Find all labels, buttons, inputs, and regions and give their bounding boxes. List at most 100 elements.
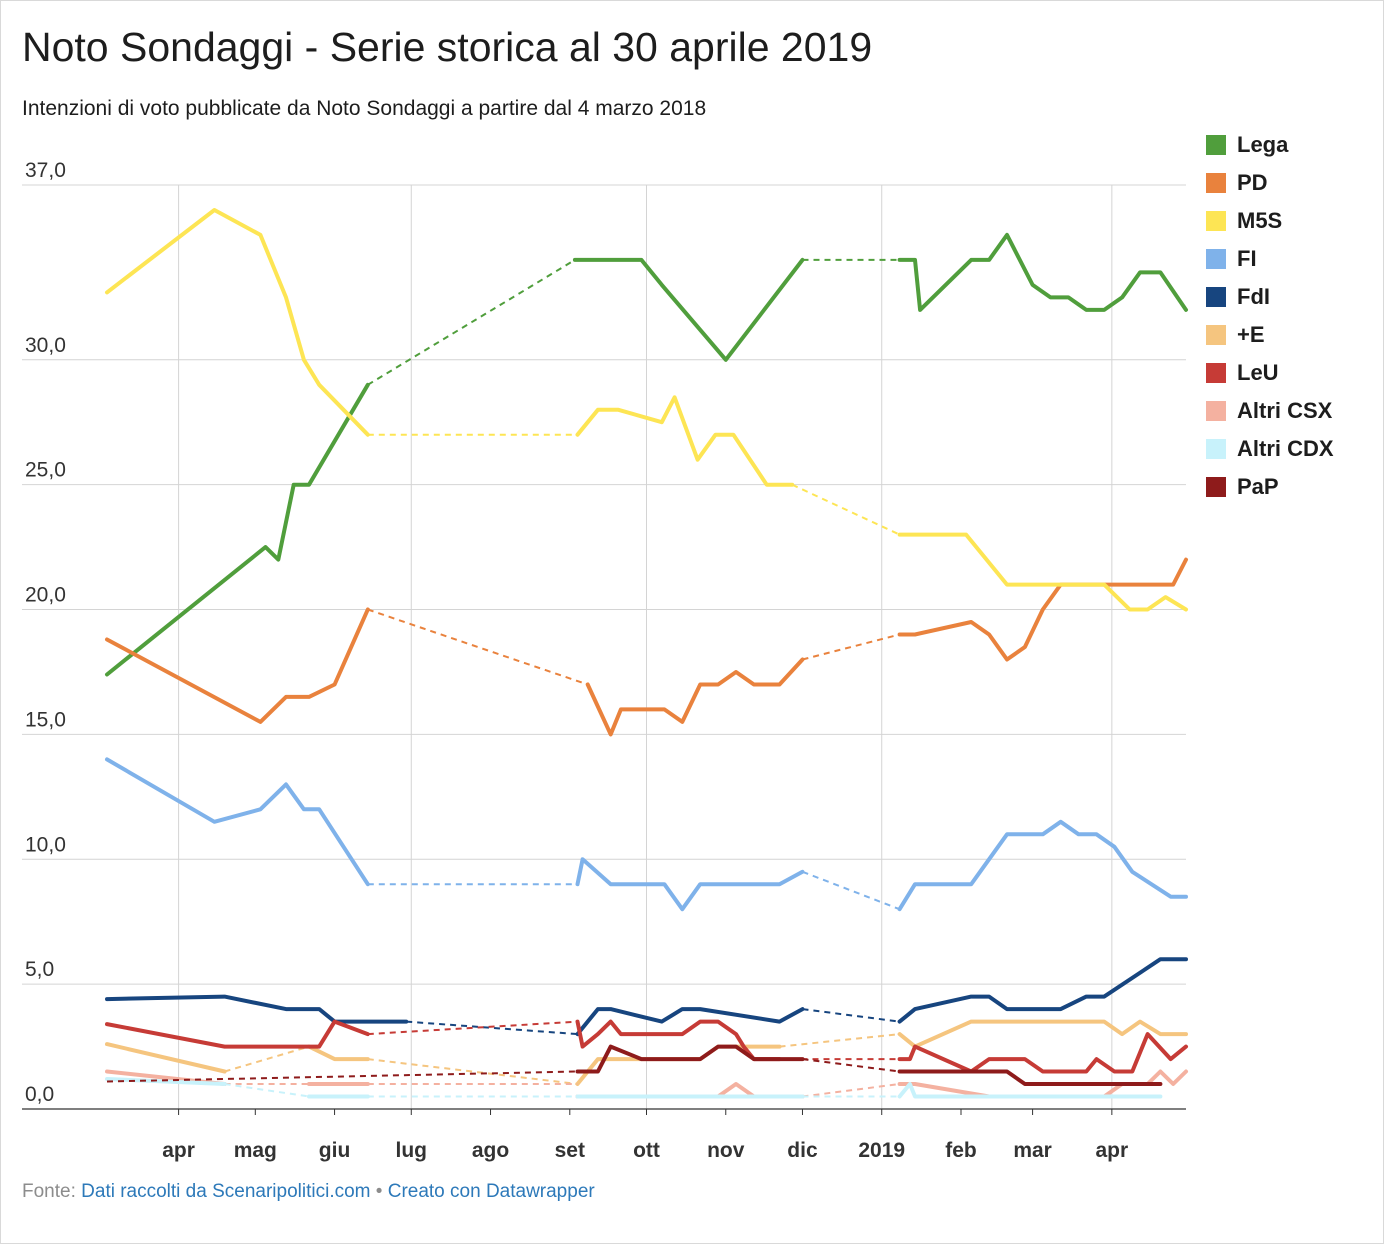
footer: Fonte: Dati raccolti da Scenaripolitici.… <box>22 1181 595 1203</box>
legend-item-altri-cdx: Altri CDX <box>1206 430 1334 468</box>
series-altri-cdx-line <box>105 1077 227 1086</box>
x-tick-label: lug <box>396 1139 428 1162</box>
series-pd-line <box>897 557 1188 662</box>
legend-swatch <box>1206 211 1226 231</box>
legend-label: PD <box>1237 170 1268 195</box>
x-tick-label: mag <box>234 1139 277 1162</box>
series-pd-line <box>585 657 805 737</box>
legend-label: FI <box>1237 246 1257 271</box>
chart-subtitle: Intenzioni di voto pubblicate da Noto So… <box>22 97 707 120</box>
legend-item-lega: Lega <box>1206 126 1334 164</box>
legend-label: LeU <box>1237 360 1279 385</box>
legend-item-leu: LeU <box>1206 354 1334 392</box>
series-lega-line <box>572 257 805 362</box>
legend-swatch <box>1206 287 1226 307</box>
series-altri-csx-gap-line <box>802 1083 900 1098</box>
series-fdi-gap-line <box>802 1008 900 1023</box>
legend-label: Lega <box>1237 132 1289 157</box>
legend-label: FdI <box>1237 284 1270 309</box>
series-pd-gap-line <box>802 633 900 661</box>
y-tick-label: 5,0 <box>25 958 54 981</box>
series-pd-gap-line <box>367 608 589 686</box>
legend-item-m5s: M5S <box>1206 202 1334 240</box>
legend-label: Altri CSX <box>1237 398 1333 423</box>
legend-item-fi: FI <box>1206 240 1334 278</box>
y-tick-label: 15,0 <box>25 708 66 731</box>
series-leu-line <box>105 1019 370 1049</box>
legend-item-altri-csx: Altri CSX <box>1206 392 1334 430</box>
legend-label: M5S <box>1237 208 1283 233</box>
series-fdi-line <box>105 994 409 1024</box>
series-leu-line <box>575 1019 782 1062</box>
series-leu-line <box>897 1032 1188 1074</box>
y-tick-label: 20,0 <box>25 584 66 607</box>
y-tick-label: 25,0 <box>25 459 66 482</box>
legend-label: Altri CDX <box>1237 436 1334 461</box>
series-pap-gap-line <box>802 1058 900 1073</box>
x-tick-label: mar <box>1013 1139 1052 1162</box>
series-fdi-line <box>897 957 1188 1024</box>
legend-label: +E <box>1237 322 1265 347</box>
series-pd-line <box>105 607 370 724</box>
x-tick-label: apr <box>1096 1139 1129 1162</box>
x-tick-label: ago <box>472 1139 509 1162</box>
source-link[interactable]: Dati raccolti da Scenaripolitici.com <box>81 1181 371 1202</box>
x-tick-label: giu <box>319 1139 351 1162</box>
legend-item--e: +E <box>1206 316 1334 354</box>
footer-separator: • <box>375 1181 383 1202</box>
series-pap-line <box>897 1069 1163 1086</box>
y-tick-label: 10,0 <box>25 833 66 856</box>
series--e-line <box>105 1042 227 1074</box>
y-tick-label: 0,0 <box>25 1083 54 1106</box>
series-pap-line <box>575 1044 805 1074</box>
series-fi-line <box>575 857 805 912</box>
series--e-gap-line <box>367 1058 578 1085</box>
series-m5s-gap-line <box>791 483 901 536</box>
source-label: Fonte: <box>22 1181 76 1202</box>
series-fdi-gap-line <box>406 1020 578 1036</box>
x-tick-label: set <box>555 1139 585 1162</box>
legend-swatch <box>1206 363 1226 383</box>
y-tick-label: 30,0 <box>25 334 66 357</box>
legend-item-pap: PaP <box>1206 468 1334 506</box>
series-lega-gap-line <box>367 259 576 386</box>
y-tick-label: 37,0 <box>25 159 66 182</box>
series-m5s-line <box>897 532 1188 612</box>
legend-label: PaP <box>1237 474 1279 499</box>
series-lega-line <box>105 382 370 677</box>
x-tick-label: feb <box>945 1139 977 1162</box>
series-fdi-line <box>575 1007 805 1037</box>
legend-swatch <box>1206 135 1226 155</box>
x-tick-label: 2019 <box>858 1139 905 1162</box>
x-tick-label: apr <box>162 1139 195 1162</box>
legend-item-fdi: FdI <box>1206 278 1334 316</box>
series-fi-line <box>105 757 370 887</box>
legend-swatch <box>1206 477 1226 497</box>
series-altri-cdx-line <box>897 1082 1163 1099</box>
legend-swatch <box>1206 401 1226 421</box>
x-tick-label: nov <box>707 1139 745 1162</box>
datawrapper-link[interactable]: Creato con Datawrapper <box>387 1181 595 1202</box>
legend-swatch <box>1206 173 1226 193</box>
series-m5s-line <box>575 395 795 487</box>
legend: Lega PD M5S FI FdI +E LeU Altri CSX Altri CDX PaP <box>1206 126 1334 506</box>
legend-swatch <box>1206 439 1226 459</box>
series-lega-line <box>897 232 1188 312</box>
series-pap-gap-line <box>106 1070 578 1083</box>
series--e-line <box>307 1044 370 1062</box>
series--e-gap-line <box>224 1045 310 1073</box>
series--e-gap-line <box>779 1033 900 1048</box>
series-m5s-line <box>105 208 370 437</box>
legend-item-pd: PD <box>1206 164 1334 202</box>
series-altri-cdx-gap-line <box>224 1083 310 1098</box>
x-tick-label: ott <box>633 1139 660 1162</box>
chart-title: Noto Sondaggi - Serie storica al 30 apri… <box>22 24 873 70</box>
x-tick-label: dic <box>787 1139 818 1162</box>
series-fi-gap-line <box>802 870 900 911</box>
series--e-line <box>897 1019 1188 1049</box>
legend-swatch <box>1206 249 1226 269</box>
series-fi-line <box>897 819 1188 912</box>
legend-swatch <box>1206 325 1226 345</box>
series-leu-gap-line <box>367 1020 578 1036</box>
